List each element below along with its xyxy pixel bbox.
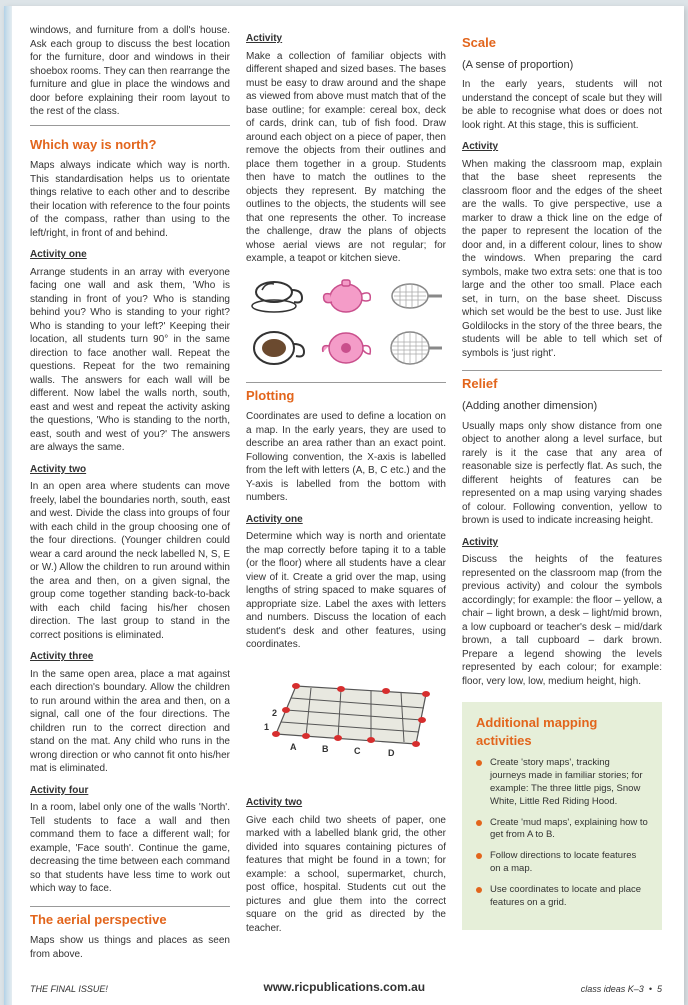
additional-activities-callout: Additional mapping activities Create 'st… xyxy=(462,702,662,929)
heading-north: Which way is north? xyxy=(30,136,230,154)
sieve-top-icon xyxy=(382,324,446,372)
svg-text:2: 2 xyxy=(272,708,277,718)
column-2: Activity Make a collection of familiar o… xyxy=(246,24,446,967)
plotting-act2-label: Activity two xyxy=(246,796,446,810)
activity-one-para: Arrange students in an array with everyo… xyxy=(30,266,230,455)
plotting-act1-label: Activity one xyxy=(246,513,446,527)
aerial-activity-para: Make a collection of familiar objects wi… xyxy=(246,50,446,266)
scale-activity-para: When making the classroom map, explain t… xyxy=(462,158,662,361)
plotting-act2-para: Give each child two sheets of paper, one… xyxy=(246,814,446,936)
svg-text:1: 1 xyxy=(264,722,269,732)
scale-para: In the early years, students will not un… xyxy=(462,78,662,132)
cup-top-icon xyxy=(246,324,310,372)
binding-spine xyxy=(4,6,12,1005)
aerial-para: Maps show us things and places as seen f… xyxy=(30,934,230,961)
activity-four-label: Activity four xyxy=(30,784,230,798)
teacup-icon xyxy=(246,272,310,320)
list-item: Follow directions to locate features on … xyxy=(476,850,648,876)
callout-list: Create 'story maps', tracking journeys m… xyxy=(476,757,648,909)
footer-page-number: 5 xyxy=(657,984,662,994)
activity-three-label: Activity three xyxy=(30,650,230,664)
activity-two-label: Activity two xyxy=(30,463,230,477)
list-item: Use coordinates to locate and place feat… xyxy=(476,884,648,910)
teapot-icon xyxy=(314,272,378,320)
intro-paragraph: windows, and furniture from a doll's hou… xyxy=(30,24,230,119)
list-item: Create 'mud maps', explaining how to get… xyxy=(476,817,648,843)
heading-aerial: The aerial perspective xyxy=(30,906,230,929)
footer-url: www.ricpublications.com.au xyxy=(264,979,426,995)
column-1: windows, and furniture from a doll's hou… xyxy=(30,24,230,967)
relief-subtitle: (Adding another dimension) xyxy=(462,399,662,414)
heading-plotting: Plotting xyxy=(246,382,446,405)
svg-text:B: B xyxy=(322,744,329,754)
relief-para: Usually maps only show distance from one… xyxy=(462,420,662,528)
page: windows, and furniture from a doll's hou… xyxy=(4,6,684,1005)
page-footer: THE FINAL ISSUE! www.ricpublications.com… xyxy=(30,979,662,995)
relief-activity-label: Activity xyxy=(462,536,662,550)
heading-relief: Relief xyxy=(462,370,662,393)
footer-magazine-label: class ideas K–3 xyxy=(581,984,644,994)
three-column-layout: windows, and furniture from a doll's hou… xyxy=(30,24,662,967)
teapot-top-icon xyxy=(314,324,378,372)
sieve-side-icon xyxy=(382,272,446,320)
coordinate-grid-illustration: A B C D 12 xyxy=(246,664,446,774)
activity-three-para: In the same open area, place a mat again… xyxy=(30,668,230,776)
plotting-act1-para: Determine which way is north and orienta… xyxy=(246,530,446,652)
svg-text:C: C xyxy=(354,746,361,756)
activity-four-para: In a room, label only one of the walls '… xyxy=(30,801,230,896)
svg-text:D: D xyxy=(388,748,395,758)
scale-subtitle: (A sense of proportion) xyxy=(462,58,662,73)
svg-text:A: A xyxy=(290,742,297,752)
footer-right: class ideas K–3 • 5 xyxy=(581,983,662,995)
relief-activity-para: Discuss the heights of the features repr… xyxy=(462,553,662,688)
activity-two-para: In an open area where students can move … xyxy=(30,480,230,642)
callout-heading: Additional mapping activities xyxy=(476,714,648,749)
column-3: Scale (A sense of proportion) In the ear… xyxy=(462,24,662,967)
list-item: Create 'story maps', tracking journeys m… xyxy=(476,757,648,808)
activity-one-label: Activity one xyxy=(30,248,230,262)
footer-left: THE FINAL ISSUE! xyxy=(30,983,108,995)
north-paragraph: Maps always indicate which way is north.… xyxy=(30,159,230,240)
heading-scale: Scale xyxy=(462,34,662,52)
plotting-para: Coordinates are used to define a locatio… xyxy=(246,410,446,505)
activity-label: Activity xyxy=(246,32,446,46)
scale-activity-label: Activity xyxy=(462,140,662,154)
rule xyxy=(30,125,230,126)
object-outlines-illustration xyxy=(246,272,446,372)
